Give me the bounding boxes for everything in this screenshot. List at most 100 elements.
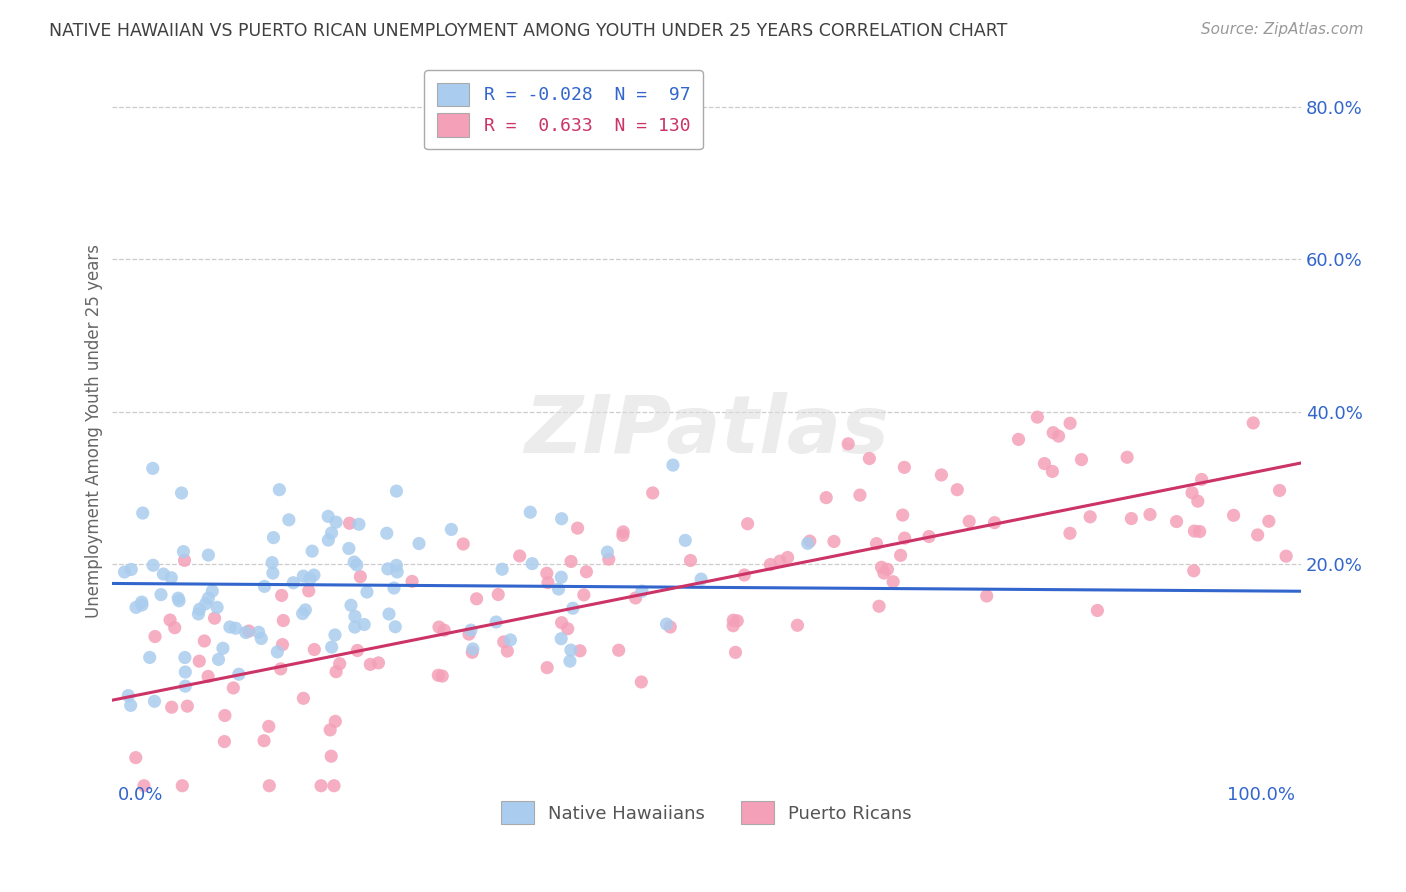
Point	[485, 615, 508, 629]
Point	[214, 734, 236, 748]
Point	[569, 644, 592, 658]
Point	[247, 625, 270, 640]
Point	[292, 569, 315, 583]
Point	[298, 583, 321, 598]
Point	[1070, 452, 1092, 467]
Point	[891, 508, 914, 522]
Point	[737, 516, 759, 531]
Point	[1047, 429, 1070, 443]
Point	[131, 598, 153, 612]
Point	[172, 779, 194, 793]
Point	[321, 525, 343, 540]
Point	[385, 484, 408, 499]
Point	[550, 570, 572, 584]
Point	[131, 595, 153, 609]
Point	[349, 569, 371, 583]
Point	[142, 461, 165, 475]
Point	[214, 708, 236, 723]
Point	[560, 643, 582, 657]
Point	[1191, 472, 1213, 486]
Point	[347, 517, 370, 532]
Point	[173, 553, 195, 567]
Point	[270, 662, 292, 676]
Point	[823, 534, 845, 549]
Point	[499, 632, 522, 647]
Point	[262, 566, 284, 580]
Point	[343, 555, 366, 569]
Point	[1268, 483, 1291, 498]
Point	[561, 601, 583, 615]
Point	[235, 625, 257, 640]
Point	[378, 607, 401, 621]
Point	[212, 641, 235, 656]
Point	[160, 571, 183, 585]
Point	[323, 628, 346, 642]
Point	[197, 669, 219, 683]
Point	[250, 632, 273, 646]
Point	[575, 565, 598, 579]
Point	[776, 550, 799, 565]
Point	[270, 588, 292, 602]
Point	[837, 437, 859, 451]
Point	[567, 521, 589, 535]
Point	[384, 620, 406, 634]
Point	[222, 681, 245, 695]
Point	[346, 558, 368, 572]
Point	[152, 567, 174, 582]
Point	[946, 483, 969, 497]
Point	[427, 620, 450, 634]
Point	[325, 515, 347, 529]
Point	[509, 549, 531, 563]
Point	[1222, 508, 1244, 523]
Text: 100.0%: 100.0%	[1227, 786, 1295, 804]
Point	[865, 536, 887, 550]
Point	[228, 667, 250, 681]
Point	[173, 650, 195, 665]
Point	[385, 565, 408, 579]
Point	[207, 652, 229, 666]
Point	[329, 657, 352, 671]
Point	[259, 779, 281, 793]
Text: Source: ZipAtlas.com: Source: ZipAtlas.com	[1201, 22, 1364, 37]
Point	[461, 641, 484, 656]
Point	[343, 620, 366, 634]
Text: 0.0%: 0.0%	[118, 786, 163, 804]
Point	[519, 505, 541, 519]
Point	[120, 698, 142, 713]
Point	[1166, 515, 1188, 529]
Point	[486, 587, 509, 601]
Point	[319, 723, 342, 737]
Point	[375, 526, 398, 541]
Point	[1139, 508, 1161, 522]
Point	[321, 640, 343, 654]
Point	[882, 574, 904, 589]
Point	[659, 620, 682, 634]
Point	[138, 650, 160, 665]
Point	[1182, 564, 1205, 578]
Point	[323, 714, 346, 729]
Point	[188, 654, 211, 668]
Point	[367, 656, 389, 670]
Point	[432, 669, 454, 683]
Point	[630, 675, 652, 690]
Point	[1187, 494, 1209, 508]
Point	[983, 516, 1005, 530]
Point	[492, 635, 515, 649]
Point	[142, 558, 165, 573]
Point	[572, 588, 595, 602]
Point	[170, 486, 193, 500]
Point	[197, 548, 219, 562]
Point	[337, 541, 360, 556]
Point	[283, 575, 305, 590]
Point	[1042, 425, 1064, 440]
Point	[496, 644, 519, 658]
Point	[174, 679, 197, 693]
Point	[176, 699, 198, 714]
Point	[377, 562, 399, 576]
Point	[759, 558, 782, 572]
Point	[1257, 514, 1279, 528]
Point	[607, 643, 630, 657]
Point	[125, 600, 148, 615]
Point	[596, 545, 619, 559]
Point	[1246, 528, 1268, 542]
